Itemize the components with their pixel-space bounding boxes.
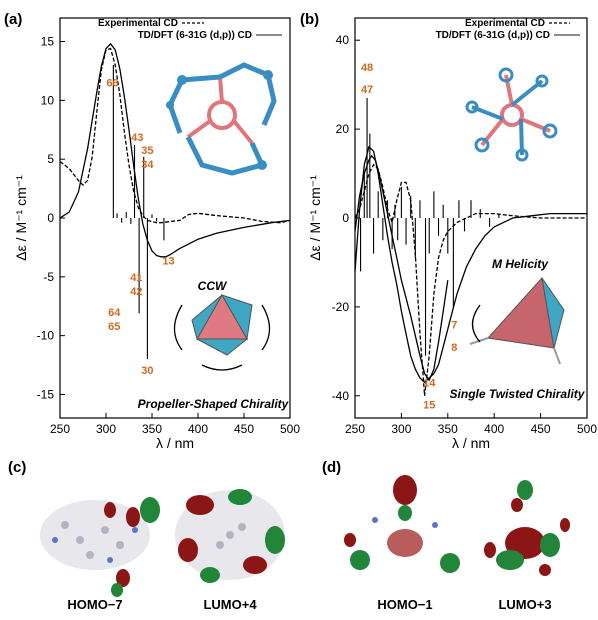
molecule-a-illustration [166, 62, 277, 176]
chart-a-transition-label: 65 [108, 321, 120, 333]
orbital-d-homo-1-image [344, 475, 460, 573]
chart-b-experimental-cd-line [354, 163, 587, 396]
chart-b-xtick-label: 500 [577, 422, 597, 436]
chart-a-ytick-label: -5 [43, 270, 54, 284]
chart-a-xtick-label: 250 [50, 422, 70, 436]
inset-b-bottom-label: Single Twisted Chirality [450, 387, 586, 401]
chart-a-xlabel: λ / nm [156, 435, 194, 451]
chart-a-transition-label: 34 [141, 159, 154, 171]
chart-a-transition-label: 13 [162, 255, 174, 267]
chart-a-theory-cd-line [59, 42, 291, 258]
chart-a-xtick-label: 300 [96, 422, 116, 436]
panel-label-b: (b) [300, 11, 319, 28]
chart-b-transition-label: 14 [423, 377, 436, 389]
chart-b-transition-label: 15 [423, 400, 435, 412]
chart-b-xtick-label: 300 [391, 422, 411, 436]
chart-a-ytick-label: 15 [41, 35, 55, 49]
chart-b-theory-cd-line [354, 145, 587, 384]
twisted-triangle-illustration [469, 276, 565, 365]
chart-b-ytick-label: -20 [332, 300, 350, 314]
orbital-c-homo-7-image [40, 497, 160, 597]
inset-a-bottom-label: Propeller-Shaped Chirality [138, 397, 290, 411]
orbital-label-lumo-3: LUMO+3 [498, 597, 551, 612]
propeller-triangle-illustration [173, 293, 271, 371]
chart-a-transition-label: 43 [131, 132, 143, 144]
chart-a-xtick-label: 500 [280, 422, 300, 436]
chart-b-ylabel: Δε / M⁻¹ cm⁻¹ [307, 175, 323, 261]
orbital-label-homo-1: HOMO−1 [377, 597, 432, 612]
chart-a-ytick-label: 10 [41, 93, 55, 107]
chart-b-ytick-label: -40 [332, 389, 350, 403]
chart-b-legend: Experimental CD TD/DFT (6-31G (d,p)) CD [436, 18, 580, 41]
orbital-label-lumo-4: LUMO+4 [203, 597, 257, 612]
inset-a-top-label: CCW [198, 279, 228, 293]
chart-b-xtick-label: 450 [531, 422, 551, 436]
chart-b-xtick-label: 250 [345, 422, 365, 436]
molecule-b-illustration [465, 67, 558, 162]
legend-b-experimental: Experimental CD [465, 18, 545, 29]
chart-a-transition-label: 64 [108, 307, 121, 319]
panel-label-d: (d) [322, 459, 341, 476]
chart-a-ytick-label: -15 [37, 387, 55, 401]
chart-b-xtick-label: 350 [438, 422, 458, 436]
chart-b-ytick-label: 0 [342, 211, 349, 225]
chart-a-transition-label: 35 [141, 145, 153, 157]
chart-a-transition-label: 42 [130, 286, 142, 298]
legend-a-experimental: Experimental CD [98, 18, 178, 29]
orbital-d-lumo-3-image [484, 480, 570, 576]
chart-a-transition-label: 66 [106, 78, 118, 90]
chart-a-legend: Experimental CD TD/DFT (6-31G (d,p)) CD [98, 18, 282, 41]
chart-a-xtick-label: 450 [234, 422, 254, 436]
chart-b-transition-label: 48 [361, 62, 373, 74]
chart-b-transition-label: 8 [451, 342, 457, 354]
chart-a-transition-label: 41 [130, 272, 142, 284]
panel-label-a: (a) [4, 11, 22, 28]
chart-b-ytick-label: 40 [336, 33, 350, 47]
orbital-c-lumo-4-image [175, 489, 285, 583]
chart-b-transition-label: 47 [361, 84, 373, 96]
inset-b-top-label: M Helicity [492, 257, 549, 271]
legend-b-theory: TD/DFT (6-31G (d,p)) CD [436, 30, 550, 41]
chart-a-ytick-label: -10 [37, 329, 55, 343]
panel-label-c: (c) [8, 459, 26, 476]
chart-b-ytick-label: 20 [336, 122, 350, 136]
orbital-label-homo-7: HOMO−7 [67, 597, 122, 612]
chart-a-ytick-label: 5 [47, 152, 54, 166]
legend-a-theory: TD/DFT (6-31G (d,p)) CD [138, 30, 252, 41]
chart-a-xtick-label: 400 [188, 422, 208, 436]
chart-b-xlabel: λ / nm [452, 435, 490, 451]
chart-b-transition-label: 7 [451, 320, 457, 332]
chart-b-theory-cd-line-secondary [354, 154, 449, 382]
chart-b-xtick-label: 400 [484, 422, 504, 436]
chart-a-transition-label: 30 [141, 365, 153, 377]
chart-a-xtick-label: 350 [142, 422, 162, 436]
chart-a-experimental-cd-line [59, 47, 291, 224]
chart-a-frame [59, 17, 291, 419]
chart-a-ytick-label: 0 [47, 211, 54, 225]
chart-a-ylabel: Δε / M⁻¹ cm⁻¹ [13, 175, 29, 261]
chart-b: 250 300 350 400 450 500 40 20 0 -20 -40 48 47 7 8 14 15… [307, 17, 597, 451]
